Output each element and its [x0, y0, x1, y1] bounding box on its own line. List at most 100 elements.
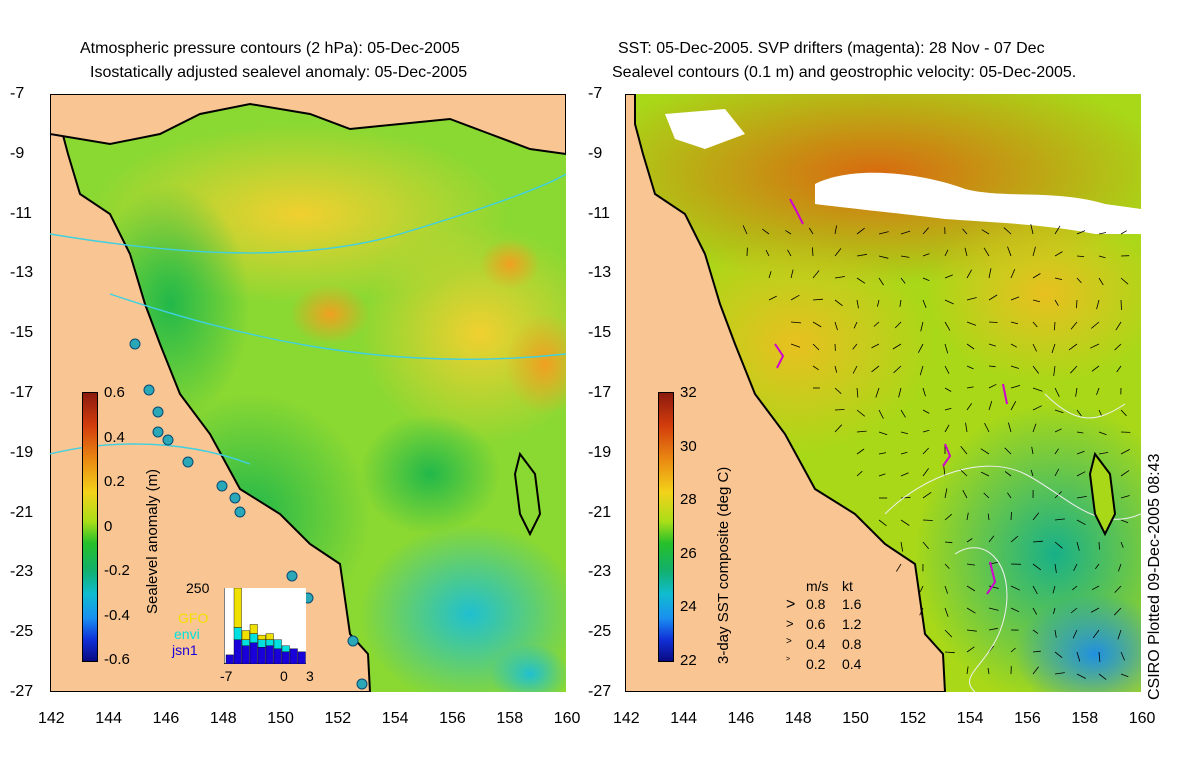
velocity-arrow	[966, 585, 976, 592]
velocity-arrow	[988, 400, 993, 411]
y-tick-label: -7	[588, 85, 603, 102]
velocity-arrow	[964, 247, 968, 257]
velocity-arrow	[922, 519, 933, 521]
velocity-arrow	[1010, 401, 1017, 411]
velocity-arrow	[966, 538, 973, 543]
sealevel-contour	[1044, 393, 1126, 419]
velocity-arrow	[1070, 607, 1078, 614]
velocity-arrow	[988, 383, 997, 389]
sealevel-colorbar-tick: 0.4	[104, 428, 125, 446]
inset-bar-jsn1	[265, 645, 274, 665]
y-tick-label: -21	[588, 503, 612, 521]
velocity-arrow	[966, 403, 973, 411]
velocity-arrow	[1070, 365, 1078, 374]
velocity-arrow	[1032, 246, 1036, 257]
velocity-arrow	[1032, 585, 1038, 595]
velocity-arrow	[988, 627, 998, 631]
velocity-arrow	[943, 466, 946, 477]
velocity-arrow	[966, 321, 977, 326]
velocity-arrow	[878, 231, 889, 235]
y-tick-label: -7	[10, 85, 25, 102]
sealevel-colorbar-tick: -0.4	[104, 606, 130, 624]
velocity-arrow	[1054, 629, 1057, 638]
velocity-legend-ms: 0.6	[806, 616, 826, 632]
velocity-arrow	[1098, 651, 1101, 662]
inset-ymax-label: 250	[186, 580, 210, 596]
inset-xtick-b: 0	[280, 668, 288, 684]
velocity-arrow	[1052, 585, 1056, 594]
velocity-arrow	[1098, 541, 1100, 550]
velocity-arrow	[944, 563, 950, 569]
y-tick-label: -11	[588, 204, 610, 222]
velocity-arrow	[944, 629, 953, 638]
inset-bar-jsn1	[249, 642, 258, 665]
inset-xtick-c: 3	[306, 668, 314, 684]
velocity-legend-ms: 0.2	[806, 656, 826, 672]
velocity-arrow	[812, 270, 820, 279]
velocity-arrow	[878, 473, 886, 477]
velocity-arrow	[1120, 519, 1129, 524]
velocity-arrow	[856, 430, 867, 433]
velocity-arrow	[1098, 277, 1104, 286]
velocity-arrow	[944, 651, 955, 654]
velocity-legend-arrow-icon: >	[786, 656, 791, 663]
velocity-arrow	[856, 470, 863, 477]
velocity-arrow	[960, 446, 968, 455]
velocity-arrow	[1076, 450, 1085, 455]
velocity-arrow	[877, 299, 880, 307]
velocity-arrow	[962, 490, 968, 499]
velocity-arrow	[1032, 512, 1040, 521]
velocity-arrow	[900, 496, 911, 499]
velocity-arrow	[1120, 470, 1130, 477]
velocity-arrow	[875, 387, 880, 398]
velocity-arrow	[919, 365, 924, 376]
velocity-arrow	[900, 451, 908, 455]
y-tick-label: -19	[588, 443, 612, 461]
y-tick-label: -9	[10, 144, 25, 162]
velocity-legend-kt: 0.8	[842, 636, 862, 652]
velocity-arrow	[878, 431, 888, 436]
velocity-arrow	[768, 271, 772, 279]
velocity-arrow	[944, 541, 953, 544]
velocity-arrow	[1076, 673, 1086, 679]
velocity-arrow	[812, 247, 814, 257]
sst-colorbar-tick: 26	[680, 544, 697, 562]
pressure-contour	[50, 173, 566, 254]
velocity-arrow	[896, 563, 902, 572]
inset-legend-envi: envi	[174, 626, 200, 642]
velocity-arrow	[1054, 672, 1065, 675]
inset-bar-envi	[233, 627, 242, 640]
velocity-arrow	[1054, 387, 1060, 397]
velocity-arrow	[812, 298, 824, 301]
tide-gauges	[129, 338, 368, 690]
sst-colorbar-tick: 32	[680, 384, 697, 401]
velocity-arrow	[1007, 246, 1012, 257]
inset-bar-envi	[281, 645, 290, 653]
sealevel-colorbar-tick: -0.2	[104, 562, 130, 579]
velocity-arrow	[1091, 321, 1100, 329]
velocity-arrow	[944, 274, 953, 279]
x-tick-label: 156	[439, 710, 466, 727]
y-tick-label: -13	[10, 264, 34, 282]
y-tick-label: -23	[588, 563, 612, 581]
velocity-arrow	[1030, 224, 1034, 235]
x-tick-label: 152	[899, 710, 927, 727]
y-tick-label: -19	[10, 443, 34, 461]
velocity-arrow	[922, 429, 930, 433]
velocity-arrow	[834, 225, 837, 235]
velocity-arrow	[917, 343, 924, 353]
velocity-arrow	[1054, 277, 1063, 280]
x-tick-label: 148	[209, 710, 237, 727]
velocity-legend-kt: 0.4	[842, 656, 862, 672]
velocity-arrow	[988, 321, 998, 323]
velocity-arrow	[1010, 365, 1020, 369]
velocity-legend-arrow-icon: >	[786, 636, 792, 647]
velocity-arrow	[1098, 673, 1107, 680]
velocity-arrow	[878, 409, 884, 419]
x-tick-label: 160	[553, 710, 581, 727]
x-tick-label: 150	[267, 710, 294, 727]
velocity-arrow	[1076, 519, 1086, 526]
velocity-arrow	[856, 387, 859, 398]
velocity-arrow	[944, 585, 948, 594]
velocity-arrow	[878, 519, 887, 527]
